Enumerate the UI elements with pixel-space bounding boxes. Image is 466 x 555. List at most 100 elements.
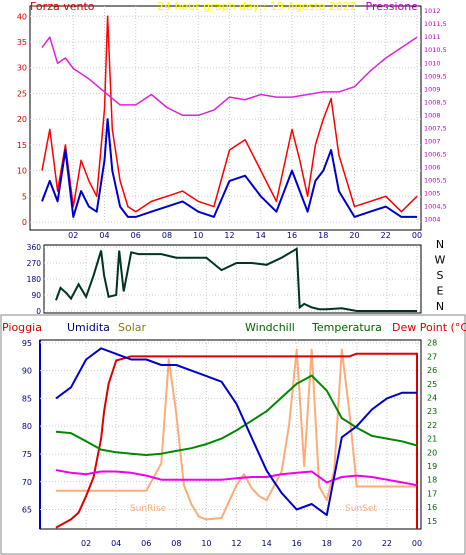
bottom-x-tick-label: 06 <box>141 539 151 548</box>
bottom-right-tick-label: 28 <box>427 339 437 348</box>
legend-windchill: Windchill <box>245 321 295 334</box>
bottom-right-tick-label: 18 <box>427 476 437 485</box>
compass-label: N <box>436 238 444 251</box>
bottom-series <box>55 347 418 529</box>
top-right-tick-label: 1007,5 <box>424 124 447 132</box>
top-x-tick-label: 12 <box>224 231 234 240</box>
bottom-right-tick-label: 25 <box>427 380 437 389</box>
top-left-tick-label: 25 <box>17 89 27 98</box>
top-right-tick-label: 1008 <box>424 111 441 119</box>
top-left-tick-label: 10 <box>17 167 27 176</box>
legend-humidity: Umidita <box>67 321 110 334</box>
top-x-axis: 02 04 06 08 10 12 14 16 18 20 22 00 <box>68 231 422 240</box>
bottom-right-tick-label: 22 <box>427 421 437 430</box>
bottom-x-tick-label: 12 <box>231 539 241 548</box>
series-wind <box>41 118 417 218</box>
bottom-x-tick-label: 20 <box>352 539 362 548</box>
top-right-tick-label: 1005 <box>424 189 441 197</box>
series-gust <box>41 15 418 213</box>
top-x-tick-label: 06 <box>131 231 141 240</box>
series-humidity <box>55 347 417 517</box>
bottom-right-tick-label: 15 <box>427 517 437 526</box>
direction-axis: 0 90 180 270 360 <box>27 243 42 316</box>
series-rain <box>55 352 418 529</box>
series-dew_point <box>55 469 418 487</box>
bottom-right-tick-label: 21 <box>427 435 437 444</box>
bottom-x-tick-label: 14 <box>261 539 271 548</box>
bottom-x-tick-label: 16 <box>292 539 302 548</box>
top-left-tick-label: 20 <box>17 115 27 124</box>
bottom-right-tick-label: 26 <box>427 366 437 375</box>
legend-dew-point: Dew Point (°C) <box>392 321 466 334</box>
bottom-x-tick-label: 10 <box>201 539 211 548</box>
bottom-x-tick-label: 04 <box>111 539 121 548</box>
top-right-tick-label: 1011 <box>424 33 441 41</box>
bottom-grid <box>40 340 421 529</box>
top-right-tick-label: 1010 <box>424 59 441 67</box>
bottom-x-tick-label: 00 <box>412 539 422 548</box>
bottom-right-tick-label: 20 <box>427 448 437 457</box>
bottom-left-tick-label: 95 <box>22 339 32 348</box>
top-x-tick-label: 08 <box>162 231 172 240</box>
bottom-right-tick-label: 27 <box>427 352 437 361</box>
bottom-x-tick-label: 02 <box>81 539 91 548</box>
direction-series <box>55 247 417 312</box>
top-grid <box>30 6 421 223</box>
top-x-tick-label: 18 <box>318 231 328 240</box>
top-x-tick-label: 16 <box>287 231 297 240</box>
top-right-tick-label: 1009,5 <box>424 72 447 80</box>
bottom-left-axis: 65 70 75 80 85 90 95 <box>22 339 32 515</box>
direction-tick-label: 270 <box>27 259 42 268</box>
direction-tick-label: 0 <box>36 307 41 316</box>
top-left-tick-label: 5 <box>22 192 27 201</box>
direction-tick-label: 90 <box>31 291 41 300</box>
series-temperature <box>55 374 418 456</box>
top-right-axis: 1004 1004,5 1005 1005,5 1006 1006,5 1007 1007,5… <box>424 7 447 223</box>
legend-rain: Pioggia <box>2 321 42 334</box>
top-x-tick-label: 00 <box>412 231 422 240</box>
compass-label: E <box>437 285 444 298</box>
bottom-left-tick-label: 90 <box>22 367 32 376</box>
compass-label: S <box>437 269 444 282</box>
bottom-right-tick-label: 23 <box>427 407 437 416</box>
bottom-right-axis: 15 16 17 18 19 20 21 22 23 24 25 26 27 28 <box>427 339 437 526</box>
top-right-tick-label: 1010,5 <box>424 46 447 54</box>
sunrise-label: SunRise <box>130 504 167 514</box>
series-pressure <box>41 36 418 117</box>
bottom-right-tick-label: 17 <box>427 489 437 498</box>
top-right-tick-label: 1006 <box>424 163 441 171</box>
bottom-left-tick-label: 70 <box>22 478 32 487</box>
top-left-tick-label: 35 <box>17 38 27 47</box>
top-x-tick-label: 02 <box>68 231 78 240</box>
compass-label: N <box>436 300 444 313</box>
bottom-x-tick-label: 08 <box>171 539 181 548</box>
bottom-x-tick-label: 18 <box>322 539 332 548</box>
bottom-right-tick-label: 19 <box>427 462 437 471</box>
bottom-right-tick-label: 24 <box>427 394 437 403</box>
top-right-tick-label: 1007 <box>424 137 441 145</box>
top-left-tick-label: 30 <box>17 64 27 73</box>
pressure-label: Pressione <box>366 0 419 13</box>
wind-force-label: Forza vento <box>30 0 95 13</box>
bottom-right-tick-label: 16 <box>427 503 437 512</box>
top-left-tick-label: 0 <box>22 218 27 227</box>
compass-label: W <box>435 254 446 267</box>
bottom-left-tick-label: 75 <box>22 450 32 459</box>
top-series <box>41 15 418 218</box>
sunset-label: SunSet <box>345 504 377 514</box>
legend-solar: Solar <box>118 321 147 334</box>
chart-title: 24 hour graph day : 19 Agosto 2022 <box>157 0 357 13</box>
bottom-left-tick-label: 80 <box>22 422 32 431</box>
top-right-tick-label: 1012 <box>424 7 441 15</box>
top-left-tick-label: 40 <box>17 12 27 21</box>
top-right-tick-label: 1005,5 <box>424 176 447 184</box>
top-right-tick-label: 1011,5 <box>424 20 447 28</box>
direction-tick-label: 360 <box>27 243 42 252</box>
direction-tick-label: 180 <box>27 275 42 284</box>
top-left-axis: 0 5 10 15 20 25 30 35 40 <box>17 12 27 227</box>
top-x-tick-label: 14 <box>256 231 266 240</box>
bottom-x-axis: 02 04 06 08 10 12 14 16 18 20 22 00 <box>81 539 422 548</box>
